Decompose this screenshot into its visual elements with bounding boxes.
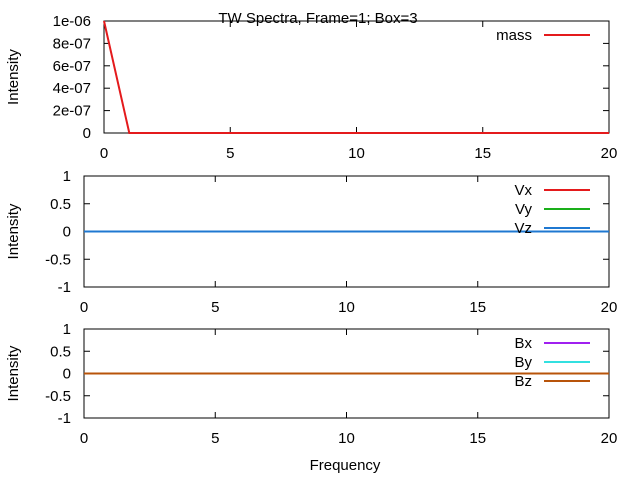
panel3-ytick-label: 1 [63,321,71,338]
panel1-ytick-label: 2e-07 [53,103,91,120]
panel1-ytick-label: 4e-07 [53,80,91,97]
panel3-xtick-label: 15 [469,430,486,447]
panel2-ytick-label: -0.5 [45,251,71,268]
panel3-legend-label: By [514,354,532,371]
panel2-xtick-label: 0 [80,299,88,316]
panel3-xtick-label: 20 [601,430,618,447]
panel2-legend-label: Vz [514,220,532,237]
panel1-xtick-label: 10 [348,145,365,162]
panel3-legend-label: Bx [514,335,532,352]
panel1-xtick-label: 0 [100,145,108,162]
panel3-ytick-label: -1 [58,410,71,427]
panel3-xtick-label: 10 [338,430,355,447]
panel2-ytick-label: 1 [63,168,71,185]
panel3-legend-label: Bz [514,373,532,390]
panel1-legend-label: mass [496,27,532,44]
panel3-ytick-label: 0.5 [50,343,71,360]
panel1-frame [103,20,610,134]
panel1-xtick-label: 20 [601,145,618,162]
panel1-xtick-label: 5 [226,145,234,162]
panel2-ytick-label: 0.5 [50,196,71,213]
panel2-xtick-label: 5 [211,299,219,316]
panel1-ytick-label: 1e-06 [53,13,91,30]
panel2-xtick-label: 20 [601,299,618,316]
panel1-ylabel: Intensity [5,49,22,105]
panel3-xlabel: Frequency [310,457,381,474]
panel2-legend-label: Vx [514,182,532,199]
panel2-ylabel: Intensity [5,203,22,259]
panel3-ytick-label: -0.5 [45,388,71,405]
figure-title: TW Spectra, Frame=1; Box=3 [218,10,417,27]
panel3-ylabel: Intensity [5,345,22,401]
panel3-xtick-label: 0 [80,430,88,447]
panel1-xtick-label: 15 [474,145,491,162]
panel2-ytick-label: -1 [58,279,71,296]
panel1-ytick-label: 0 [83,125,91,142]
panel3-xtick-label: 5 [211,430,219,447]
panel1-series-mass [103,20,609,134]
panel2-xtick-label: 10 [338,299,355,316]
panel1-ytick-label: 8e-07 [53,35,91,52]
panel2-xtick-label: 15 [469,299,486,316]
panel1-ytick-label: 6e-07 [53,58,91,75]
panel2-legend-label: Vy [515,201,532,218]
panel3-ytick-label: 0 [63,366,71,383]
panel2-ytick-label: 0 [63,224,71,241]
